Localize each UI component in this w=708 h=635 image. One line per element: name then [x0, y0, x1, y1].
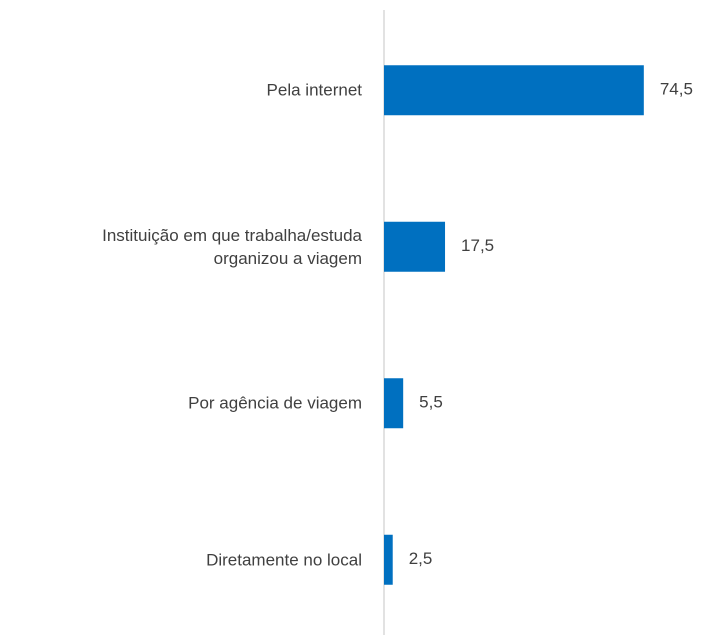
data-label: 5,5	[419, 393, 443, 412]
category-label: Pela internet	[266, 80, 362, 100]
category-label: Diretamente no local	[206, 550, 362, 570]
bar	[384, 65, 644, 116]
bar	[384, 534, 393, 585]
data-label: 17,5	[461, 236, 494, 255]
bar	[384, 378, 404, 429]
category-label: Instituição em que trabalha/estuda organ…	[102, 225, 362, 268]
data-label: 74,5	[660, 80, 693, 99]
bar	[384, 221, 446, 272]
data-label: 2,5	[409, 549, 433, 568]
category-label: Por agência de viagem	[188, 393, 362, 413]
